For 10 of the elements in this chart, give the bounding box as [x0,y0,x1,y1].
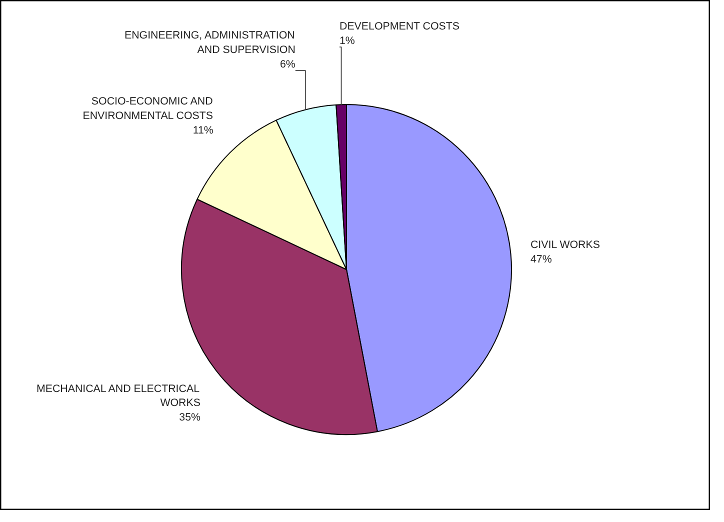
data-label: 1% [340,34,356,47]
data-label: 47% [530,253,552,266]
slice-label: ENGINEERING, ADMINISTRATION AND SUPERVISION [124,30,296,56]
slice-label: DEVELOPMENT COSTS [340,20,460,33]
data-label: 11% [192,124,214,136]
data-label: 35% [179,412,202,424]
slice-label: SOCIO-ECONOMIC AND ENVIRONMENTAL COSTS [82,96,214,122]
data-label: 6% [280,58,296,71]
slice-label: MECHANICAL AND ELECTRICAL WORKS [36,382,200,410]
slice-label: CIVIL WORKS [530,238,600,251]
